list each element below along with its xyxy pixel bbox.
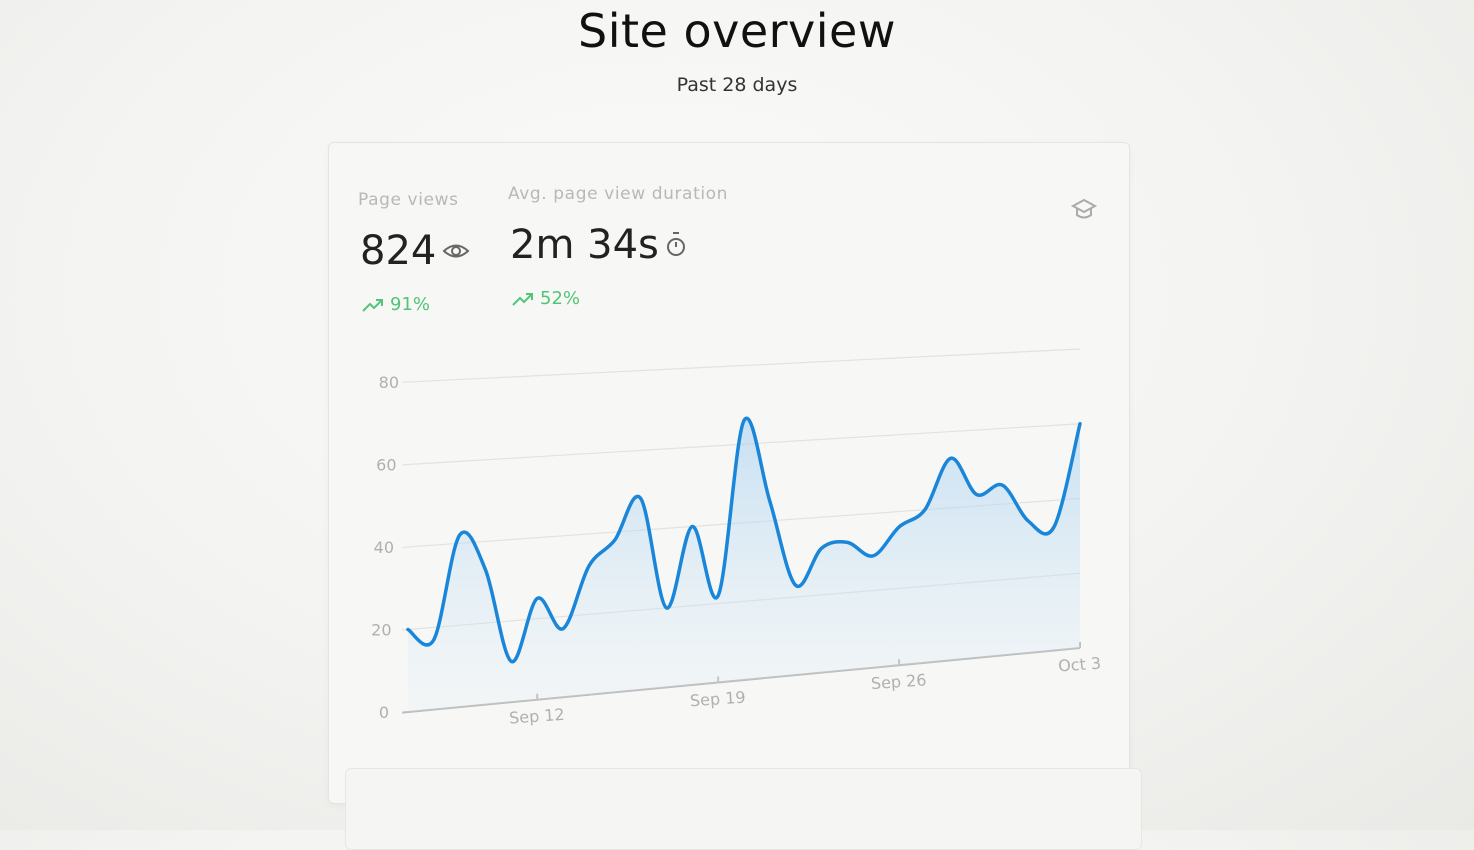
page-subtitle: Past 28 days [676, 74, 798, 96]
y-tick-label: 80 [379, 373, 399, 392]
eye-icon [442, 244, 470, 258]
x-tick-label: Sep 26 [870, 670, 927, 693]
x-tick-label: Sep 12 [508, 705, 565, 728]
y-axis-ticks: 0 20 40 60 80 [371, 373, 399, 722]
avg-duration-value-group: 2m 34s [510, 222, 687, 268]
page-views-label: Page views [358, 190, 459, 210]
x-tick-label: Oct 3 [1058, 654, 1102, 676]
y-tick-label: 60 [376, 456, 396, 475]
y-tick-label: 20 [371, 621, 391, 640]
avg-duration-change-value: 52% [540, 288, 581, 309]
avg-duration-label: Avg. page view duration [508, 184, 729, 204]
page-views-change: 91% [362, 294, 430, 315]
insights-hat-icon[interactable] [1070, 196, 1098, 224]
page-views-change-value: 91% [390, 294, 431, 315]
x-axis-ticks: Sep 12 Sep 19 Sep 26 Oct 3 [508, 642, 1102, 728]
series-area [408, 418, 1080, 712]
page-views-value-group: 824 [360, 228, 470, 274]
y-tick-label: 40 [374, 538, 394, 557]
trending-up-icon [362, 298, 383, 312]
trending-up-icon [512, 292, 533, 306]
y-tick-label: 0 [379, 703, 389, 722]
page-title: Site overview [578, 4, 896, 58]
page-views-chart: 0 20 40 60 80 Sep 12 Sep 19 Sep 26 Oct 3 [371, 348, 1102, 728]
avg-duration-value: 2m 34s [510, 222, 659, 268]
gridline [401, 348, 1081, 383]
series-line [406, 416, 1082, 664]
stopwatch-icon [666, 232, 685, 256]
x-tick-label: Sep 19 [689, 688, 746, 711]
avg-duration-change: 52% [512, 288, 580, 309]
page-views-value: 824 [360, 228, 437, 274]
